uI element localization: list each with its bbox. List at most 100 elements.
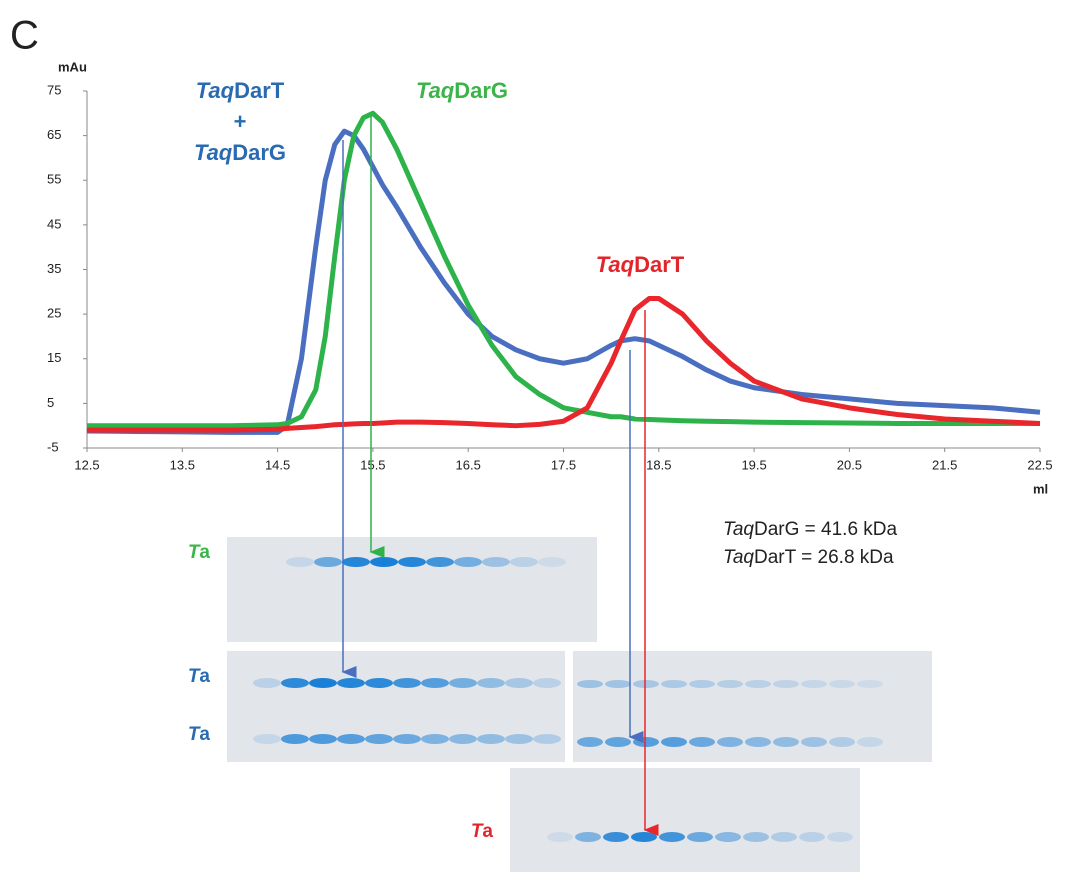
x-tick-label: 13.5 — [170, 457, 195, 472]
gel-band — [533, 678, 561, 688]
gel-band — [370, 557, 398, 567]
x-tick-label: 17.5 — [551, 457, 576, 472]
gel-band — [689, 680, 715, 688]
gel-band — [253, 678, 281, 688]
gel-band — [715, 832, 741, 842]
gel-panels — [227, 537, 932, 872]
gel-band — [454, 557, 482, 567]
gel-band — [253, 734, 281, 744]
label-part: DarT — [634, 252, 685, 277]
gel-band — [689, 737, 715, 747]
gel-band — [309, 734, 337, 744]
gel-band — [281, 678, 309, 688]
x-tick-label: 21.5 — [932, 457, 957, 472]
gel-band — [857, 737, 883, 747]
gel-band — [421, 734, 449, 744]
label: TaqDarT — [196, 78, 285, 103]
gel-band — [505, 734, 533, 744]
x-tick-label: 12.5 — [74, 457, 99, 472]
gel-band — [365, 678, 393, 688]
gel-band — [398, 557, 426, 567]
y-axis-label: mAu — [58, 59, 87, 74]
gel-band — [745, 680, 771, 688]
gel-band — [337, 678, 365, 688]
gel-band — [449, 734, 477, 744]
gel-panel — [227, 651, 565, 762]
label-part: DarG — [232, 140, 286, 165]
label-part: a — [482, 821, 493, 842]
label: TaqDarT — [596, 252, 685, 277]
gel-band — [421, 678, 449, 688]
label-part: Taq — [194, 140, 233, 165]
gel-band — [605, 680, 631, 688]
gel-band — [393, 734, 421, 744]
label: TaqDarG — [416, 78, 508, 103]
gel-band — [365, 734, 393, 744]
gel-band — [631, 832, 657, 842]
gel-band — [801, 737, 827, 747]
gel-band — [309, 678, 337, 688]
gel-band — [829, 680, 855, 688]
gel-band — [661, 680, 687, 688]
label-part: Taq — [196, 78, 235, 103]
gel-band — [717, 680, 743, 688]
gel-band — [314, 557, 342, 567]
x-axis-label: ml — [1033, 481, 1048, 496]
label-part: a — [199, 724, 210, 745]
label-part: DarT — [234, 78, 285, 103]
y-tick-label: 15 — [47, 350, 61, 365]
label-part: Taq — [723, 547, 754, 568]
y-tick-label: 35 — [47, 261, 61, 276]
y-tick-label: 65 — [47, 127, 61, 142]
gel-band — [857, 680, 883, 688]
gel-band — [687, 832, 713, 842]
gel-band — [773, 680, 799, 688]
gel-band — [661, 737, 687, 747]
label-part: + — [234, 109, 247, 134]
gel-band — [773, 737, 799, 747]
y-tick-label: 25 — [47, 306, 61, 321]
x-tick-label: 15.5 — [360, 457, 385, 472]
gel-band — [659, 832, 685, 842]
gel-band — [603, 832, 629, 842]
gel-band — [827, 832, 853, 842]
x-tick-label: 14.5 — [265, 457, 290, 472]
label: + — [234, 109, 247, 134]
gel-band — [717, 737, 743, 747]
x-tick-label: 18.5 — [646, 457, 671, 472]
gel-band — [799, 832, 825, 842]
y-tick-label: 5 — [47, 395, 54, 410]
x-tick-label: 22.5 — [1027, 457, 1052, 472]
label-part: Taq — [416, 78, 455, 103]
gel-band — [286, 557, 314, 567]
label-part: Taq — [596, 252, 635, 277]
gel-panel — [510, 768, 860, 872]
gel-band — [575, 832, 601, 842]
gel-band — [633, 680, 659, 688]
label: TaqDarG = 41.6 kDa — [723, 519, 898, 540]
gel-band — [745, 737, 771, 747]
label-part: a — [199, 542, 210, 563]
gel-band — [743, 832, 769, 842]
gel-band — [426, 557, 454, 567]
gel-band — [342, 557, 370, 567]
label-part: a — [199, 666, 210, 687]
y-tick-label: -5 — [47, 439, 59, 454]
gel-band — [337, 734, 365, 744]
gel-band — [533, 734, 561, 744]
line — [87, 131, 1040, 432]
gel-band — [505, 678, 533, 688]
gel-band — [771, 832, 797, 842]
label-part: DarG — [454, 78, 508, 103]
gel-band — [577, 680, 603, 688]
gel-band — [510, 557, 538, 567]
gel-band — [477, 678, 505, 688]
panel-letter: C — [10, 14, 39, 58]
gel-band — [449, 678, 477, 688]
x-tick-label: 20.5 — [837, 457, 862, 472]
gel-band — [829, 737, 855, 747]
gel-band — [477, 734, 505, 744]
gel-band — [801, 680, 827, 688]
y-tick-label: 55 — [47, 172, 61, 187]
x-tick-label: 16.5 — [456, 457, 481, 472]
